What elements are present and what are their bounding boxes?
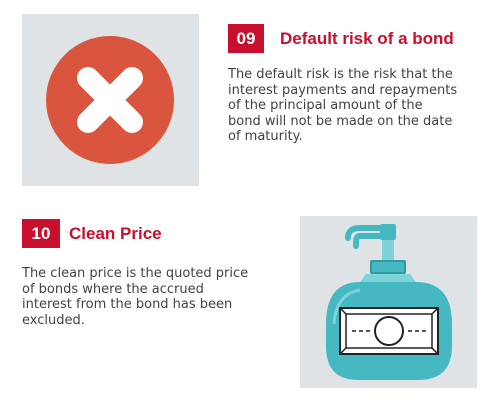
soap-dispenser-banknote-icon [326,224,452,380]
cross-circle-icon [46,36,174,164]
section-title: Default risk of a bond [280,29,454,48]
section-description: The clean price is the quoted price of b… [22,266,249,328]
clean-price-illustration [300,216,477,388]
section-number-badge: 10 [22,219,60,248]
default-risk-illustration [22,14,199,186]
section-description: The default risk is the risk that the in… [228,67,458,144]
section-number-badge: 09 [228,24,264,53]
section-title: Clean Price [69,224,162,243]
